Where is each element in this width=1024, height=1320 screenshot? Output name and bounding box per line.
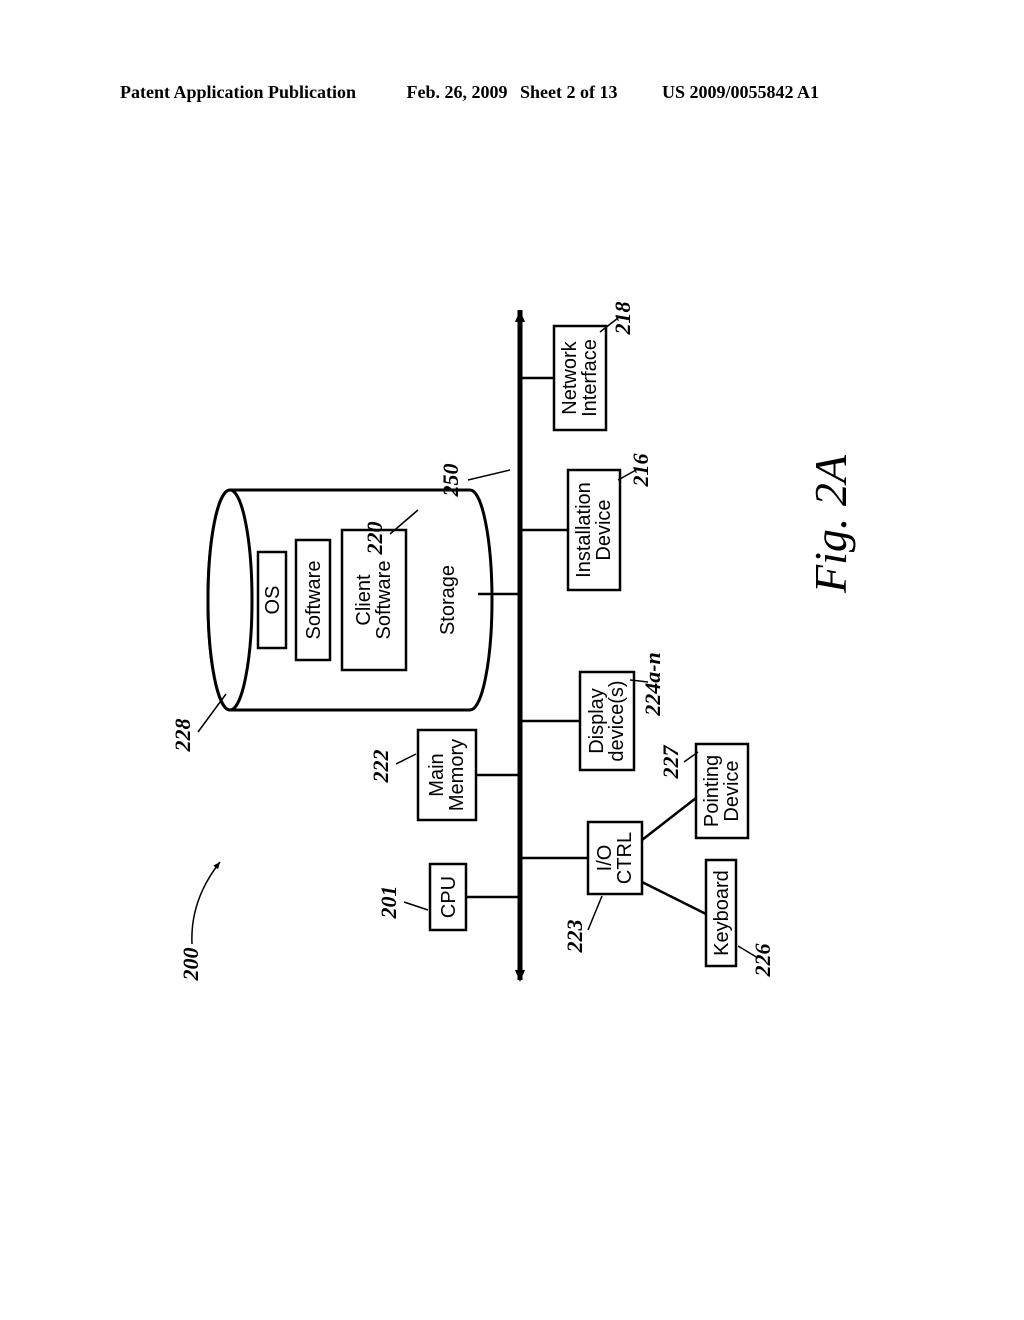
pointing-ref: 227 — [658, 745, 683, 780]
keyboard-conn — [642, 882, 706, 914]
system-ref: 200 — [178, 948, 203, 982]
diagram-rotated-wrap: 200Storage228OSSoftwareClientSoftware220… — [150, 310, 890, 1010]
main-memory-label-1: Memory — [446, 739, 468, 811]
figure-label: Fig. 2A — [805, 454, 856, 594]
io-ctrl-ref: 223 — [562, 920, 587, 954]
io-ctrl-label-1: CTRL — [614, 832, 636, 884]
patent-number: US 2009/0055842 A1 — [662, 82, 819, 103]
network-label-1: Interface — [579, 339, 601, 417]
cpu-ref: 201 — [376, 886, 401, 920]
page-header: Patent Application Publication Feb. 26, … — [0, 82, 1024, 103]
storage-cyl-lead — [198, 694, 226, 732]
publication-label: Patent Application Publication — [120, 82, 356, 103]
io-ctrl-label-0: I/O — [594, 845, 616, 872]
installation-ref: 216 — [628, 454, 653, 488]
network-ref: 218 — [610, 302, 635, 336]
pointing-label-0: Pointing — [701, 755, 723, 827]
storage-ref: 220 — [362, 522, 387, 556]
network-label-0: Network — [559, 340, 581, 414]
system-ref-arrow — [192, 862, 220, 944]
display-label-0: Display — [586, 688, 608, 754]
storage-cylinder-top — [208, 490, 252, 710]
io-ctrl-lead — [588, 896, 602, 930]
keyboard-ref: 226 — [750, 944, 775, 978]
pointing-conn — [642, 798, 696, 840]
installation-label-0: Installation — [573, 482, 595, 578]
main-memory-label-0: Main — [426, 753, 448, 796]
date-label: Feb. 26, 2009 — [407, 82, 508, 103]
cpu-label: CPU — [438, 876, 460, 918]
display-label-1: device(s) — [606, 680, 628, 761]
installation-label-1: Device — [593, 499, 615, 560]
software-label: Software — [303, 561, 325, 640]
block-diagram: 200Storage228OSSoftwareClientSoftware220… — [150, 270, 890, 1010]
os-label: OS — [262, 586, 284, 615]
display-ref: 224a-n — [640, 652, 665, 717]
pointing-label-1: Device — [721, 760, 743, 821]
client-software-label-1: Software — [373, 561, 395, 640]
main-memory-ref: 222 — [368, 750, 393, 784]
storage-cyl-ref: 228 — [170, 719, 195, 753]
bus-ref: 250 — [438, 464, 463, 498]
main-memory-lead — [396, 754, 416, 764]
cpu-lead — [404, 902, 428, 910]
bus-lead — [468, 470, 510, 480]
storage-label: Storage — [437, 565, 459, 635]
sheet-label: Sheet 2 of 13 — [520, 82, 618, 103]
keyboard-label: Keyboard — [711, 870, 733, 956]
client-software-label-0: Client — [353, 574, 375, 626]
